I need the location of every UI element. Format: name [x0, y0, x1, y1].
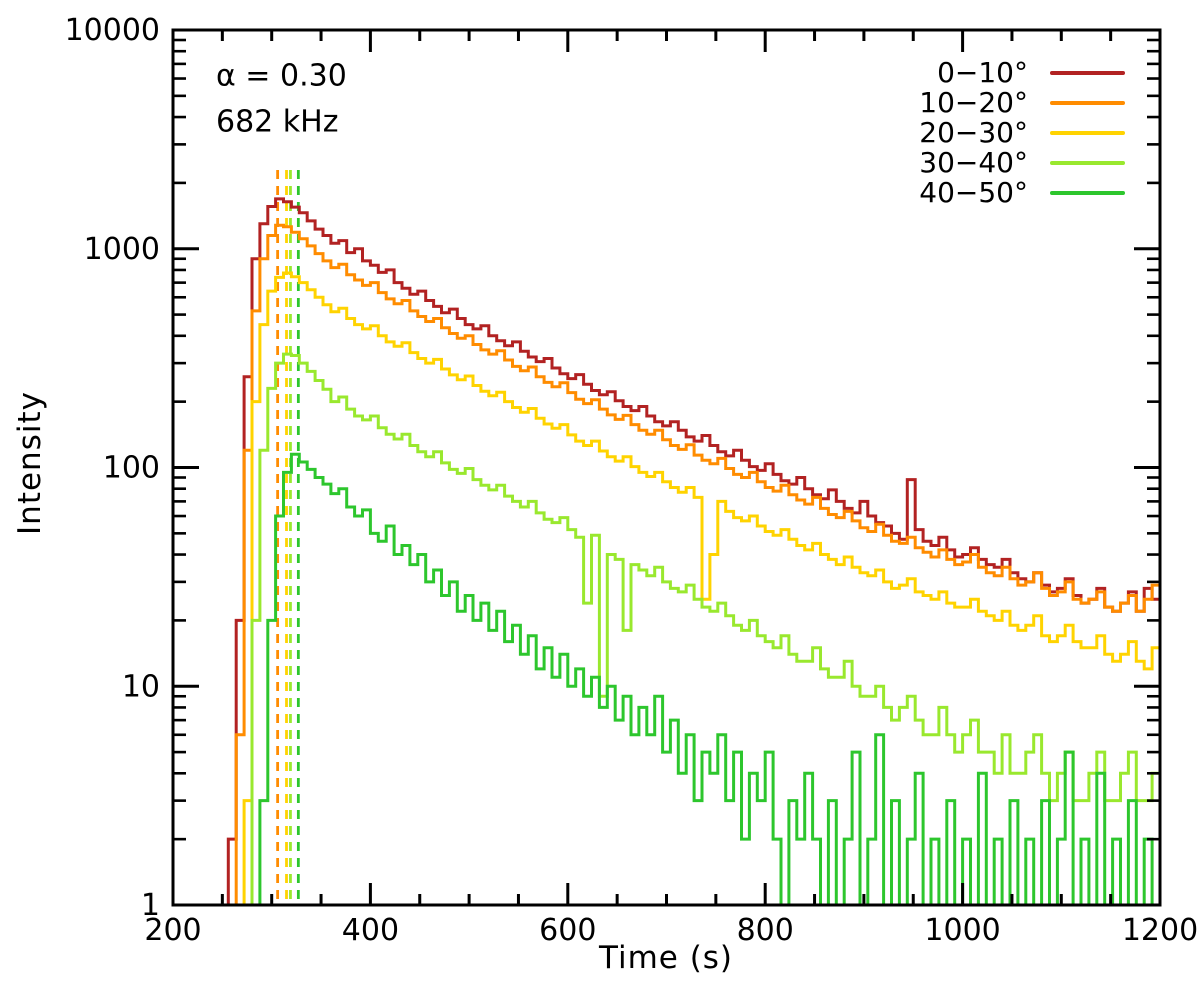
- legend-line-swatch: [1050, 191, 1125, 195]
- annotation-alpha: α = 0.30: [216, 58, 347, 94]
- series-curve: [173, 271, 1162, 907]
- x-tick-label: 400: [342, 913, 399, 948]
- y-tick-label: 100: [103, 451, 160, 486]
- legend-line-swatch: [1050, 101, 1125, 105]
- y-tick-label: 1: [141, 888, 160, 923]
- legend-label: 0−10°: [937, 56, 1028, 89]
- series-curve: [173, 452, 1162, 907]
- x-tick-label: 1200: [1122, 913, 1198, 948]
- legend-label: 10−20°: [919, 86, 1028, 119]
- series-curve: [173, 352, 1162, 907]
- legend: 0−10° 10−20° 20−30° 30−40° 40−50°: [860, 58, 1125, 208]
- legend-item: 10−20°: [860, 88, 1125, 118]
- legend-label: 20−30°: [919, 116, 1028, 149]
- legend-item: 0−10°: [860, 58, 1125, 88]
- x-tick-label: 200: [144, 913, 201, 948]
- x-tick-label: 800: [737, 913, 794, 948]
- annotation-frequency: 682 kHz: [216, 104, 339, 140]
- y-tick-label: 10: [122, 669, 160, 704]
- legend-label: 30−40°: [919, 146, 1028, 179]
- legend-line-swatch: [1050, 161, 1125, 165]
- y-axis-label: Intensity: [12, 391, 48, 535]
- x-axis-label: Time (s): [598, 940, 734, 976]
- y-tick-label: 10000: [65, 13, 160, 48]
- legend-item: 20−30°: [860, 118, 1125, 148]
- legend-line-swatch: [1050, 71, 1125, 75]
- legend-item: 40−50°: [860, 178, 1125, 208]
- legend-item: 30−40°: [860, 148, 1125, 178]
- x-tick-label: 1000: [924, 913, 1000, 948]
- x-tick-label: 600: [539, 913, 596, 948]
- legend-line-swatch: [1050, 131, 1125, 135]
- series-curve: [173, 223, 1162, 907]
- y-tick-label: 1000: [84, 232, 160, 267]
- series-curve: [173, 197, 1162, 907]
- legend-label: 40−50°: [919, 176, 1028, 209]
